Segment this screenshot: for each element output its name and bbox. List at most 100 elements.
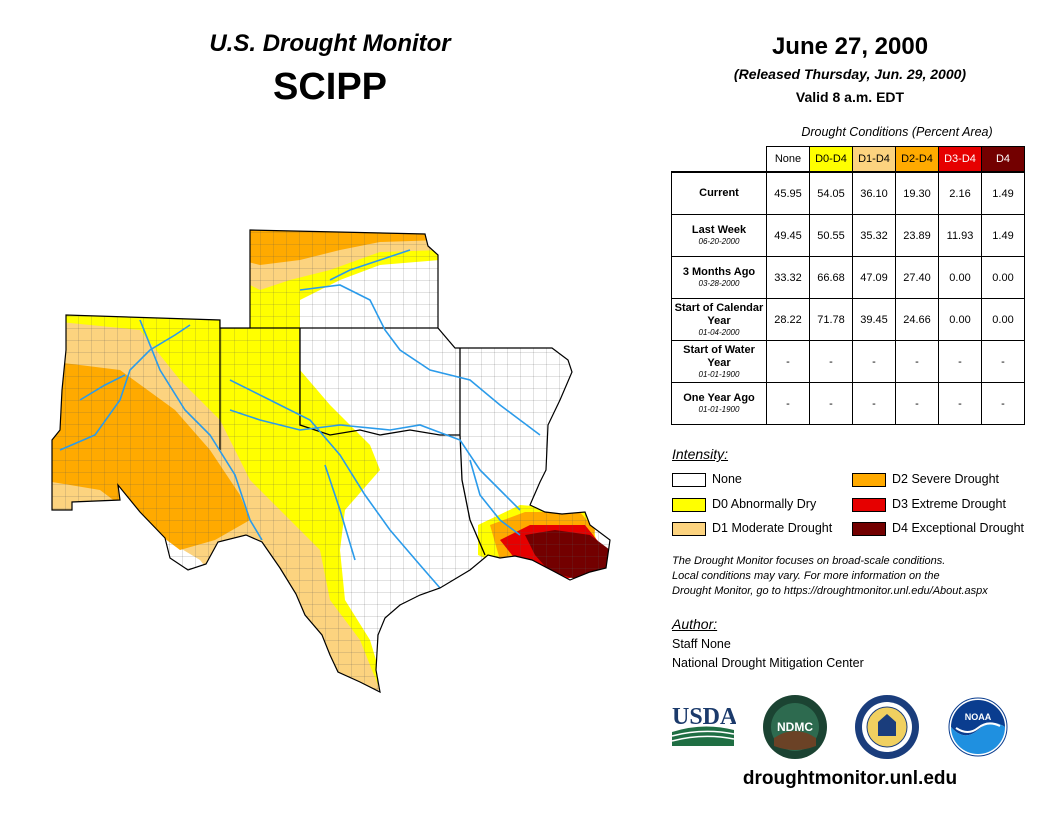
- table-cell: 0.00: [938, 298, 982, 341]
- row-date: 01-01-1900: [698, 405, 740, 414]
- legend-label: D4 Exceptional Drought: [892, 521, 1025, 535]
- table-cell: 27.40: [895, 256, 939, 299]
- legend-label: D3 Extreme Drought: [892, 497, 1006, 511]
- legend-label: D2 Severe Drought: [892, 472, 1000, 486]
- table-cell: -: [938, 340, 982, 383]
- table-cell: 49.45: [766, 214, 810, 257]
- row-label: Current: [671, 171, 767, 215]
- legend-item-d2: D2 Severe Drought: [852, 471, 999, 487]
- author-title: Author:: [672, 616, 718, 632]
- row-label: 3 Months Ago 03-28-2000: [671, 256, 767, 299]
- table-cell: -: [852, 382, 896, 425]
- author-name: Staff None: [672, 637, 731, 651]
- author-org: National Drought Mitigation Center: [672, 656, 864, 670]
- col-d1-d4: D1-D4: [852, 146, 896, 173]
- ndmc-logo-text: NDMC: [777, 720, 813, 734]
- legend-label: D1 Moderate Drought: [712, 521, 833, 535]
- table-row: Current 45.95 54.05 36.10 19.30 2.16 1.4…: [671, 171, 1025, 215]
- col-d0-d4: D0-D4: [809, 146, 853, 173]
- table-cell: 19.30: [895, 171, 939, 215]
- table-cell: -: [766, 340, 810, 383]
- table-cell: -: [981, 382, 1025, 425]
- legend-label: D0 Abnormally Dry: [712, 497, 817, 511]
- table-cell: 1.49: [981, 171, 1025, 215]
- table-corner: [672, 147, 767, 173]
- ndmc-logo: NDMC: [763, 695, 827, 759]
- col-d4: D4: [981, 146, 1025, 173]
- map-date: June 27, 2000: [771, 33, 929, 60]
- intensity-title: Intensity:: [672, 446, 729, 462]
- legend-swatch: [852, 521, 886, 536]
- table-row: Start of Water Year 01-01-1900 - - - - - …: [671, 340, 1025, 383]
- table-cell: 36.10: [852, 171, 896, 215]
- table-cell: 0.00: [938, 256, 982, 299]
- table-header-row: None D0-D4 D1-D4 D2-D4 D3-D4 D4: [672, 146, 1025, 173]
- table-cell: 47.09: [852, 256, 896, 299]
- row-date: 01-04-2000: [698, 327, 740, 337]
- col-d3-d4: D3-D4: [938, 146, 982, 173]
- release-date: (Released Thursday, Jun. 29, 2000): [733, 66, 967, 82]
- legend-item-d0: D0 Abnormally Dry: [672, 496, 816, 512]
- row-label: One Year Ago 01-01-1900: [671, 382, 767, 425]
- table-cell: 35.32: [852, 214, 896, 257]
- noaa-logo-text: NOAA: [965, 712, 992, 722]
- legend-swatch: [852, 497, 886, 512]
- table-row: 3 Months Ago 03-28-2000 33.32 66.68 47.09…: [671, 256, 1025, 299]
- table-cell: 71.78: [809, 298, 853, 341]
- table-cell: 23.89: [895, 214, 939, 257]
- table-cell: 50.55: [809, 214, 853, 257]
- col-none: None: [766, 146, 810, 173]
- table-cell: 1.49: [981, 214, 1025, 257]
- table-cell: 28.22: [766, 298, 810, 341]
- legend-swatch: [672, 472, 706, 487]
- usda-logo-text: USDA: [672, 704, 736, 730]
- valid-time: Valid 8 a.m. EDT: [795, 89, 905, 105]
- table-cell: -: [938, 382, 982, 425]
- table-cell: 33.32: [766, 256, 810, 299]
- legend-item-none: None: [672, 471, 742, 487]
- table-cell: -: [895, 382, 939, 425]
- table-cell: 45.95: [766, 171, 810, 215]
- map-title: U.S. Drought Monitor: [209, 30, 451, 57]
- row-label: Start of Calendar Year 01-04-2000: [671, 298, 767, 341]
- row-date: 03-28-2000: [698, 279, 740, 288]
- region-name: SCIPP: [272, 66, 388, 108]
- table-cell: -: [809, 340, 853, 383]
- table-cell: -: [809, 382, 853, 425]
- legend-item-d3: D3 Extreme Drought: [852, 496, 1006, 512]
- website-url[interactable]: droughtmonitor.unl.edu: [742, 768, 958, 789]
- table-cell: 54.05: [809, 171, 853, 215]
- table-row: Last Week 06-20-2000 49.45 50.55 35.32 23…: [671, 214, 1025, 257]
- col-d2-d4: D2-D4: [895, 146, 939, 173]
- disclaimer-note: The Drought Monitor focuses on broad-sca…: [672, 554, 1042, 599]
- row-date: 06-20-2000: [698, 237, 740, 246]
- table-cell: 2.16: [938, 171, 982, 215]
- row-label: Start of Water Year 01-01-1900: [671, 340, 767, 383]
- usda-logo: USDA: [671, 704, 736, 746]
- legend-item-d1: D1 Moderate Drought: [672, 520, 832, 536]
- legend-item-d4: D4 Exceptional Drought: [852, 520, 1024, 536]
- table-cell: 0.00: [981, 298, 1025, 341]
- conditions-caption: Drought Conditions (Percent Area): [801, 125, 993, 139]
- table-cell: -: [852, 340, 896, 383]
- table-cell: 39.45: [852, 298, 896, 341]
- note-line: Local conditions may vary. For more info…: [672, 570, 940, 582]
- note-line: Drought Monitor, go to https://droughtmo…: [672, 585, 988, 597]
- row-date: 01-01-1900: [698, 369, 740, 379]
- drought-map: [51, 229, 611, 694]
- table-cell: -: [766, 382, 810, 425]
- note-line: The Drought Monitor focuses on broad-sca…: [672, 555, 946, 567]
- table-cell: -: [895, 340, 939, 383]
- conditions-table: None D0-D4 D1-D4 D2-D4 D3-D4 D4 Current …: [671, 146, 1025, 425]
- commerce-seal-logo: [855, 695, 919, 759]
- table-cell: 11.93: [938, 214, 982, 257]
- noaa-logo: NOAA: [948, 697, 1008, 757]
- legend-swatch: [672, 521, 706, 536]
- legend-label: None: [712, 472, 742, 486]
- legend-swatch: [852, 472, 886, 487]
- table-cell: 24.66: [895, 298, 939, 341]
- row-label: Last Week 06-20-2000: [671, 214, 767, 257]
- table-cell: 0.00: [981, 256, 1025, 299]
- table-row: Start of Calendar Year 01-04-2000 28.22 7…: [671, 298, 1025, 341]
- table-cell: -: [981, 340, 1025, 383]
